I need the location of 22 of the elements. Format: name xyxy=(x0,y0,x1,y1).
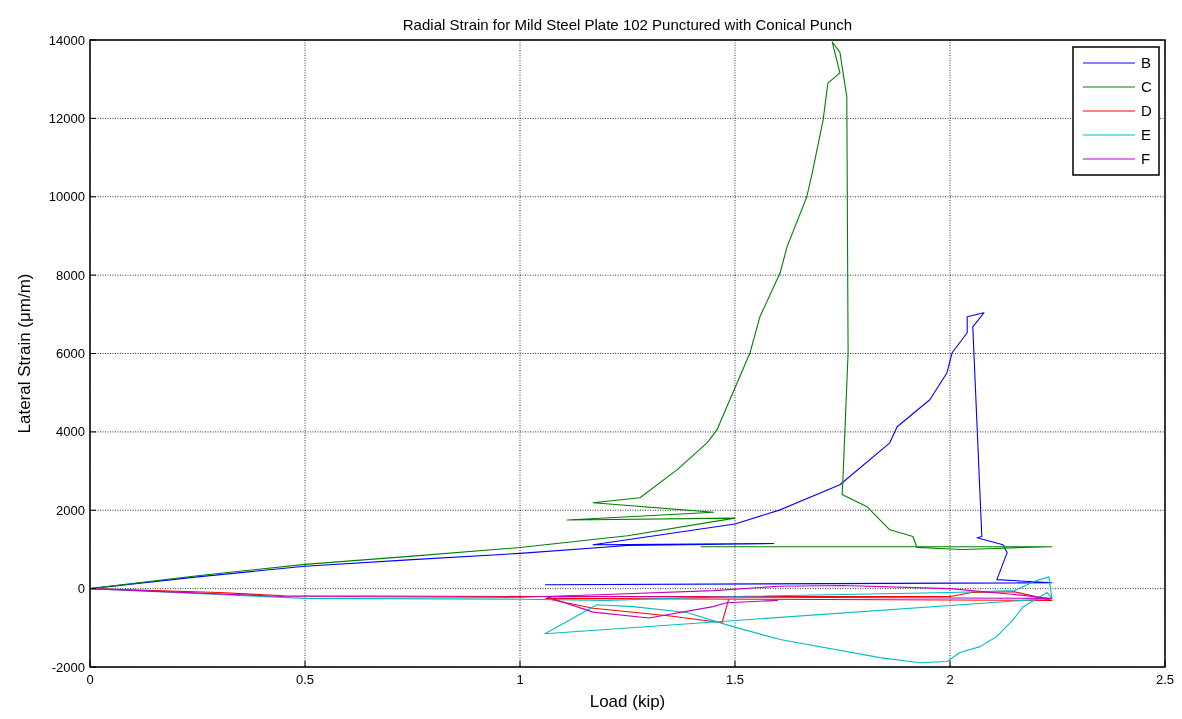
legend-label: B xyxy=(1141,54,1152,71)
y-tick-label: 4000 xyxy=(56,424,85,440)
legend-label: D xyxy=(1141,102,1152,119)
y-tick-label: 10000 xyxy=(48,189,85,205)
y-tick-label: 0 xyxy=(77,581,85,597)
x-tick-label: 1 xyxy=(516,672,524,687)
y-tick-label: 6000 xyxy=(56,346,85,361)
y-tick-label: 2000 xyxy=(56,502,85,518)
legend-label: C xyxy=(1141,78,1152,95)
y-tick-label: 14000 xyxy=(48,32,85,48)
x-tick-label: 1.5 xyxy=(725,672,745,687)
y-tick-label: 12000 xyxy=(48,110,85,126)
chart-title: Radial Strain for Mild Steel Plate 102 Punctured with Conical Punch xyxy=(402,16,853,33)
x-tick-label: 2 xyxy=(946,672,954,687)
x-axis-title: Load (kip) xyxy=(589,692,666,711)
x-tick-label: 2.5 xyxy=(1155,672,1175,687)
y-axis-title: Lateral Strain (μm/m) xyxy=(15,273,34,434)
y-tick-label: -2000 xyxy=(51,659,85,675)
x-tick-label: 0.5 xyxy=(295,672,315,687)
legend-label: F xyxy=(1141,150,1151,167)
legend-label: E xyxy=(1141,126,1152,143)
y-tick-label: 8000 xyxy=(56,267,85,283)
